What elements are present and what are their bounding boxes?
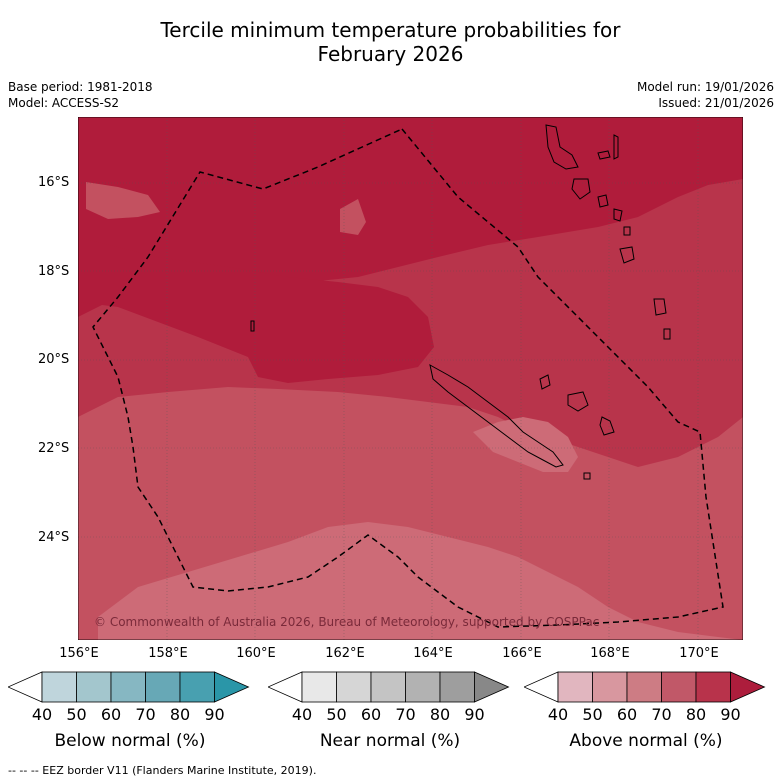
colorbar-segment — [145, 671, 181, 703]
small-island-west — [250, 320, 255, 332]
colorbar-extend-high — [474, 671, 510, 703]
colorbar-below-normal — [8, 671, 250, 703]
colorbar-tick-label: 40 — [547, 705, 569, 724]
lat-label-22s: 22°S — [38, 441, 70, 456]
lon-label-162e: 162°E — [325, 646, 365, 661]
colorbar-segment — [695, 671, 731, 703]
colorbar-tick-label: 50 — [66, 705, 87, 724]
lon-label-158e: 158°E — [148, 646, 188, 661]
meta-right: Model run: 19/01/2026 Issued: 21/01/2026 — [637, 79, 774, 111]
colorbar-segment — [179, 671, 215, 703]
lon-label-168e: 168°E — [590, 646, 630, 661]
lat-label-20s: 20°S — [38, 352, 70, 367]
colorbar-extend-low — [524, 671, 559, 703]
colorbar-tick-label: 80 — [169, 705, 191, 724]
vanuatu-malekula — [571, 178, 591, 200]
colorbar-tick-label: 60 — [360, 705, 382, 724]
lon-label-166e: 166°E — [502, 646, 542, 661]
title-line-2: February 2026 — [317, 42, 464, 66]
colorbar-tick-label: 80 — [685, 705, 707, 724]
colorbar-label-above: Above normal (%) — [569, 731, 723, 751]
lon-label-170e: 170°E — [679, 646, 719, 661]
probability-map: © Commonwealth of Australia 2026, Bureau… — [78, 117, 743, 640]
colorbar-tick-label: 80 — [429, 705, 451, 724]
colorbar-tick-label: 70 — [651, 705, 672, 724]
colorbar-tick-label: 90 — [464, 705, 485, 724]
vanuatu-espiritu-santo — [545, 124, 579, 170]
colorbar-tick-label: 50 — [326, 705, 347, 724]
colorbar-tick-label: 60 — [100, 705, 122, 724]
colorbar-tick-label: 40 — [291, 705, 313, 724]
colorbar-segment — [592, 671, 628, 703]
vanuatu-tanna — [663, 328, 671, 340]
colorbar-extend-low — [268, 671, 303, 703]
isle-of-pines — [583, 472, 591, 480]
vanuatu-small-islands — [597, 194, 631, 236]
base-period: Base period: 1981-2018 — [8, 80, 153, 94]
colorbar-tick-label: 50 — [582, 705, 603, 724]
colorbar-segment — [626, 671, 662, 703]
colorbar-tick-label: 90 — [204, 705, 225, 724]
lon-label-160e: 160°E — [236, 646, 276, 661]
eez-footnote: -- -- -- EEZ border V11 (Flanders Marine… — [8, 764, 317, 777]
lon-label-164e: 164°E — [413, 646, 453, 661]
lon-label-156e: 156°E — [59, 646, 99, 661]
colorbar-tick-label: 60 — [616, 705, 638, 724]
colorbar-segment — [336, 671, 372, 703]
colorbar-segment — [405, 671, 441, 703]
colorbar-tick-label: 70 — [395, 705, 416, 724]
probability-region-70-north — [340, 199, 366, 235]
colorbar-tick-label: 90 — [720, 705, 741, 724]
eez-border — [92, 128, 724, 628]
new-caledonia-island — [429, 364, 564, 468]
colorbar-segment — [301, 671, 337, 703]
map-title: Tercile minimum temperature probabilitie… — [0, 18, 781, 66]
model-run: Model run: 19/01/2026 — [636, 80, 774, 94]
probability-region-60-south — [98, 522, 743, 640]
colorbar-segment — [439, 671, 475, 703]
lat-label-18s: 18°S — [38, 264, 70, 279]
colorbar-segment — [557, 671, 593, 703]
vanuatu-pentecost — [613, 134, 619, 160]
colorbar-label-near: Near normal (%) — [319, 731, 461, 751]
loyalty-island-3 — [599, 416, 615, 436]
vanuatu-erromango — [653, 298, 667, 316]
colorbar-extend-high — [214, 671, 250, 703]
colorbar-segment — [370, 671, 406, 703]
colorbar-segment — [76, 671, 112, 703]
colorbar-segment — [110, 671, 146, 703]
title-line-1: Tercile minimum temperature probabilitie… — [160, 18, 621, 42]
colorbar-near-normal — [268, 671, 510, 703]
loyalty-island-2 — [567, 391, 589, 412]
colorbar-label-below: Below normal (%) — [54, 731, 206, 751]
colorbar-tick-label: 40 — [31, 705, 53, 724]
meta-left: Base period: 1981-2018 Model: ACCESS-S2 — [8, 79, 153, 111]
lat-label-24s: 24°S — [38, 530, 70, 545]
issued-date: Issued: 21/01/2026 — [658, 96, 774, 110]
lat-label-16s: 16°S — [38, 175, 70, 190]
vanuatu-efate — [619, 246, 635, 264]
copyright-notice: © Commonwealth of Australia 2026, Bureau… — [94, 615, 599, 629]
colorbar-segment — [661, 671, 697, 703]
colorbar-extend-high — [730, 671, 766, 703]
probability-region-70-northwest — [86, 182, 160, 219]
graticule — [78, 117, 743, 640]
colorbar-segment — [41, 671, 77, 703]
vanuatu-ambae — [597, 150, 611, 160]
model-name: Model: ACCESS-S2 — [8, 96, 120, 110]
colorbar-above-normal — [524, 671, 766, 703]
loyalty-island-1 — [539, 374, 551, 390]
colorbar-tick-label: 70 — [135, 705, 156, 724]
colorbar-extend-low — [8, 671, 43, 703]
